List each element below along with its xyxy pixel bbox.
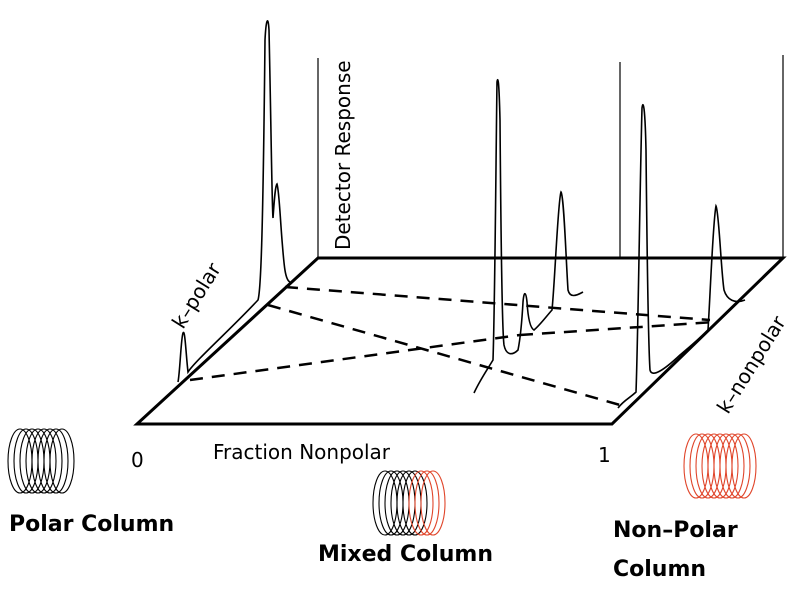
mixed-column-label: Mixed Column <box>318 542 493 567</box>
mixed-column-coil-icon <box>372 470 446 536</box>
chromatogram-polar <box>177 20 291 383</box>
base-plane <box>133 256 787 426</box>
dashed-line-3 <box>189 333 521 382</box>
tick-label-zero: 0 <box>131 448 144 472</box>
axis-label-k-polar: k–polar <box>167 258 226 333</box>
chromatogram-nonpolar <box>617 103 746 409</box>
dashed-line-1 <box>284 285 711 322</box>
dashed-connectors <box>189 285 716 407</box>
nonpolar-column-label-line2: Column <box>613 557 706 582</box>
axis-label-fraction-nonpolar: Fraction Nonpolar <box>213 440 391 464</box>
axis-label-k-nonpolar: k–nonpolar <box>712 311 791 418</box>
axis-label-detector-response: Detector Response <box>331 60 355 250</box>
polar-column-coil-icon <box>7 428 75 494</box>
nonpolar-column-label-line1: Non–Polar <box>613 518 738 543</box>
dashed-line-2 <box>267 303 621 407</box>
tick-label-one: 1 <box>598 443 611 467</box>
nonpolar-column-coil-icon <box>683 433 757 499</box>
chromatogram-mixed <box>473 78 584 394</box>
polar-column-label: Polar Column <box>9 512 174 537</box>
dashed-line-4 <box>519 320 716 337</box>
